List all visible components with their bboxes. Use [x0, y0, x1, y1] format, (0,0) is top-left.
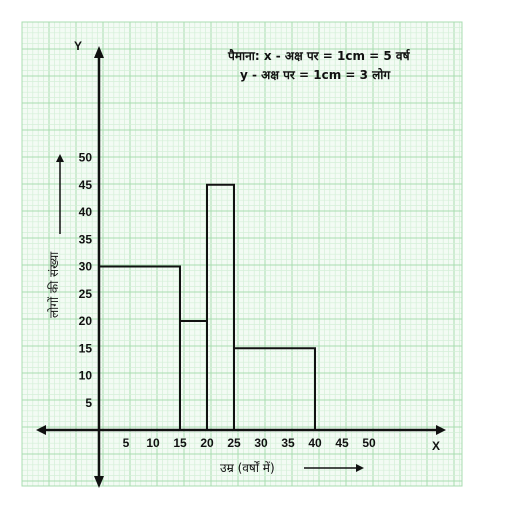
y-tick-label: 10	[79, 369, 93, 383]
graph-paper-grid	[21, 21, 462, 486]
scale-note-y: y - अक्ष पर = 1cm = 3 लोग	[240, 68, 391, 82]
y-axis-arrow-up-icon	[94, 46, 104, 58]
x-tick-label: 35	[281, 436, 295, 450]
graph-paper-border	[21, 21, 463, 487]
x-axis-arrow-left-icon	[36, 425, 46, 435]
scale-note-x: पैमाना: x - अक्ष पर = 1cm = 5 वर्ष	[227, 49, 411, 63]
y-title-arrow-icon	[56, 154, 64, 162]
y-tick-label: 20	[79, 314, 93, 328]
y-axis-arrow-down-icon	[94, 476, 104, 488]
x-tick-label: 15	[173, 436, 187, 450]
x-tick-label: 10	[146, 436, 160, 450]
x-tick-label: 40	[308, 436, 322, 450]
y-tick-label: 35	[79, 232, 93, 246]
x-title-arrow-icon	[356, 464, 364, 472]
x-tick-label: 5	[123, 436, 130, 450]
y-axis-title: लोगों की संख्या	[47, 251, 61, 318]
y-tick-label: 40	[79, 205, 93, 219]
x-axis-name: X	[432, 439, 440, 453]
x-tick-labels: 5 10 15 20 25 30 35 40 45 50	[123, 436, 376, 450]
y-tick-label: 30	[79, 260, 93, 274]
y-tick-label: 15	[79, 341, 93, 355]
x-tick-label: 25	[227, 436, 241, 450]
y-axis-name: Y	[74, 39, 82, 53]
x-tick-label: 20	[200, 436, 214, 450]
x-tick-label: 30	[254, 436, 268, 450]
y-tick-label: 45	[79, 178, 93, 192]
x-axis-arrow-right-icon	[436, 425, 446, 435]
y-tick-label: 5	[85, 396, 92, 410]
y-tick-label: 50	[79, 151, 93, 165]
x-tick-label: 45	[335, 436, 349, 450]
y-tick-labels: 5 10 15 20 25 30 35 40 45 50	[79, 151, 93, 410]
y-tick-label: 25	[79, 287, 93, 301]
x-axis-title: उम्र (वर्षों में)	[220, 461, 275, 475]
x-tick-label: 50	[362, 436, 376, 450]
